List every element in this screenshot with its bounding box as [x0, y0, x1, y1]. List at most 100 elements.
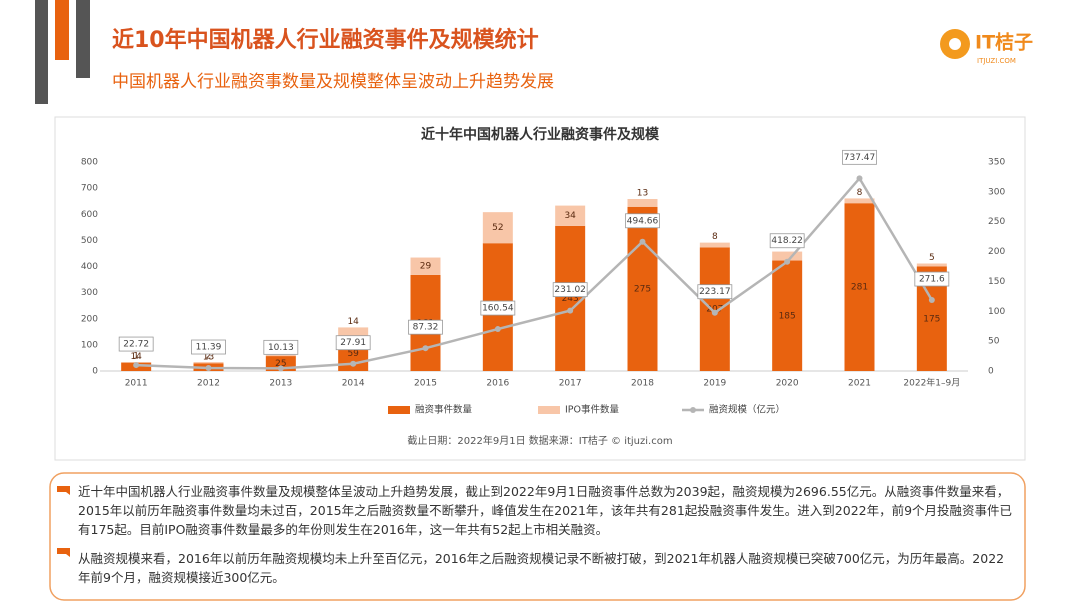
slide-subtitle: 中国机器人行业融资事数量及规模整体呈波动上升趋势发展 — [112, 72, 554, 92]
label-box — [625, 213, 660, 229]
bar — [627, 206, 658, 371]
data-label: 8 — [712, 232, 718, 242]
bar — [482, 212, 513, 244]
bar — [410, 257, 441, 275]
bullet-icon — [57, 548, 70, 557]
line-point — [567, 307, 574, 314]
data-label: 2 — [206, 352, 212, 362]
data-label: 223.17 — [699, 287, 731, 297]
line-point — [494, 326, 501, 333]
data-label: 1 — [133, 352, 139, 362]
bar — [555, 225, 586, 371]
bar — [772, 260, 803, 371]
line-point — [711, 309, 718, 316]
x-tick-label: 2016 — [486, 379, 509, 389]
paragraph: 从融资规模来看，2016年以前历年融资规模均未上升至百亿元，2016年之后融资规… — [78, 551, 1005, 585]
y-tick-label: 700 — [81, 184, 98, 194]
x-tick-label: 2018 — [631, 379, 654, 389]
x-tick-label: 2019 — [703, 379, 726, 389]
data-label: 494.66 — [627, 216, 659, 226]
data-label: 160.54 — [482, 304, 514, 314]
y2-tick-label: 50 — [988, 337, 1000, 347]
y-tick-label: 200 — [81, 314, 98, 324]
label-box — [263, 339, 299, 355]
legend-label: IPO事件数量 — [565, 404, 620, 416]
x-tick-label: 2012 — [197, 379, 220, 389]
data-label: 275 — [634, 284, 651, 294]
x-tick-label: 2020 — [776, 379, 799, 389]
line-point — [133, 362, 140, 369]
y2-tick-label: 100 — [988, 307, 1005, 317]
line-point — [422, 345, 429, 352]
data-label: 231.02 — [554, 285, 586, 295]
data-label: 22.72 — [123, 340, 149, 350]
data-label: 243 — [562, 294, 579, 304]
bar — [916, 263, 947, 267]
label-box — [697, 284, 733, 300]
bar — [844, 203, 875, 371]
legend-label: 融资事件数量 — [415, 404, 473, 416]
legend-label: 融资规模（亿元） — [709, 404, 785, 416]
bar — [699, 242, 730, 248]
data-label: 5 — [929, 253, 935, 263]
bar — [338, 327, 369, 336]
bullet-icon — [57, 486, 70, 495]
data-label: 25 — [275, 359, 286, 369]
y2-tick-label: 200 — [988, 247, 1005, 257]
line-point — [856, 175, 863, 182]
y-tick-label: 600 — [81, 210, 98, 220]
y-tick-label: 300 — [81, 288, 98, 298]
bar — [844, 198, 875, 204]
slide-title: 近10年中国机器人行业融资事件及规模统计 — [112, 27, 539, 53]
legend-swatch — [538, 406, 560, 414]
paragraph: 近十年中国机器人行业融资事件数量及规模整体呈波动上升趋势发展，截止到2022年9… — [78, 484, 1013, 537]
data-label: 34 — [564, 211, 576, 221]
data-label: 59 — [347, 349, 359, 359]
y-tick-label: 0 — [92, 367, 98, 377]
deco-bar — [35, 0, 48, 104]
data-label: 52 — [492, 223, 503, 233]
data-label: 271.6 — [919, 275, 945, 285]
legend-swatch — [690, 407, 696, 413]
x-tick-label: 2015 — [414, 379, 437, 389]
line-point — [277, 365, 284, 372]
data-label: 13 — [203, 353, 214, 363]
data-label: 27.91 — [340, 338, 366, 348]
line-point — [639, 238, 646, 245]
data-label: 10.13 — [268, 343, 294, 353]
y2-tick-label: 350 — [988, 158, 1005, 168]
y-tick-label: 400 — [81, 262, 98, 272]
data-label: 8 — [857, 188, 863, 198]
data-label: 14 — [347, 317, 359, 327]
x-tick-label: 2021 — [848, 379, 871, 389]
chart-panel — [54, 116, 1026, 461]
bar — [627, 199, 658, 207]
line-point — [205, 365, 212, 372]
text-box — [49, 472, 1026, 601]
y2-tick-label: 150 — [988, 277, 1005, 287]
logo-icon — [949, 38, 961, 50]
line-point — [784, 258, 791, 265]
logo-text: IT桔子 — [975, 31, 1033, 54]
x-tick-label: 2011 — [125, 379, 148, 389]
y2-tick-label: 0 — [988, 367, 994, 377]
x-tick-label: 2017 — [559, 379, 582, 389]
y-tick-label: 500 — [81, 236, 98, 246]
label-box — [408, 319, 443, 335]
data-label: 737.47 — [844, 153, 876, 163]
data-label: 29 — [420, 262, 432, 272]
chart-title: 近十年中国机器人行业融资事件及规模 — [421, 126, 660, 143]
y2-tick-label: 250 — [988, 217, 1005, 227]
data-label: 14 — [130, 352, 142, 362]
y2-tick-label: 300 — [988, 187, 1005, 197]
deco-bar — [76, 0, 90, 78]
label-box — [842, 149, 877, 165]
line — [136, 176, 933, 370]
data-label: 207 — [706, 305, 723, 315]
y-tick-label: 100 — [81, 340, 98, 350]
data-label: 87.32 — [413, 323, 439, 333]
chart-note: 截止日期：2022年9月1日 数据来源：IT桔子 © itjuzi.com — [407, 434, 672, 447]
y-tick-label: 800 — [81, 158, 98, 168]
